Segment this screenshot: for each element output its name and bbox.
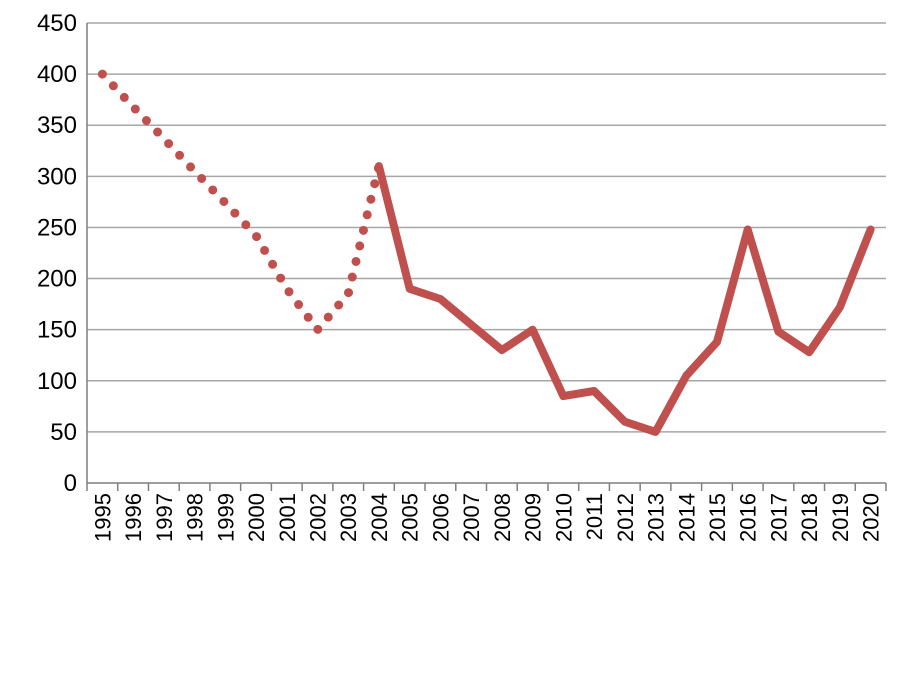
x-tick-label: 2011 xyxy=(582,493,607,540)
x-tick-label: 2000 xyxy=(244,493,269,542)
y-tick-label: 0 xyxy=(64,470,77,497)
y-tick-label: 150 xyxy=(37,317,77,344)
x-tick-label: 2015 xyxy=(705,493,730,542)
x-tick-label: 2009 xyxy=(521,493,546,542)
x-tick-label: 2002 xyxy=(305,493,330,542)
x-tick-label: 2017 xyxy=(766,493,791,542)
x-tick-label: 2006 xyxy=(428,493,453,542)
x-tick-label: 1999 xyxy=(213,493,238,542)
x-axis-ticks: 1995 1996 1997 1998 1999 2000 2001 2002 2003 2004… xyxy=(90,493,883,542)
series xyxy=(97,69,875,436)
x-tick-label: 2013 xyxy=(644,493,669,542)
gridlines xyxy=(87,22,886,433)
x-tick-label: 2019 xyxy=(828,493,853,542)
y-tick-label: 300 xyxy=(37,163,77,190)
x-tick-label: 2014 xyxy=(674,493,699,542)
x-tick-label: 1996 xyxy=(121,493,146,542)
x-tick-label: 1995 xyxy=(90,493,115,542)
x-tick-label: 2018 xyxy=(797,493,822,542)
y-tick-label: 200 xyxy=(37,266,77,293)
axes xyxy=(86,23,887,491)
y-tick-label: 350 xyxy=(37,112,77,139)
x-tick-label: 2008 xyxy=(490,493,515,542)
y-tick-label: 50 xyxy=(50,419,77,446)
x-tick-label: 1998 xyxy=(183,493,208,542)
x-tick-label: 1997 xyxy=(152,493,177,542)
y-tick-label: 250 xyxy=(37,214,77,241)
y-axis-ticks: 0 50 100 150 200 250 300 350 400 450 xyxy=(37,10,77,497)
y-tick-label: 100 xyxy=(37,368,77,395)
y-tick-label: 400 xyxy=(37,61,77,88)
x-tick-label: 2020 xyxy=(859,493,884,542)
x-tick-label: 2016 xyxy=(736,493,761,542)
x-tick-label: 2010 xyxy=(551,493,576,542)
x-tick-label: 2001 xyxy=(275,493,300,542)
x-tick-label: 2007 xyxy=(459,493,484,542)
x-tick-label: 2005 xyxy=(398,493,423,542)
solid-series-line xyxy=(374,162,875,436)
x-tick-label: 2004 xyxy=(367,493,392,542)
x-tick-label: 2003 xyxy=(336,493,361,542)
dotted-series-line xyxy=(97,69,384,335)
x-tick-label: 2012 xyxy=(613,493,638,542)
y-tick-label: 450 xyxy=(37,10,77,37)
